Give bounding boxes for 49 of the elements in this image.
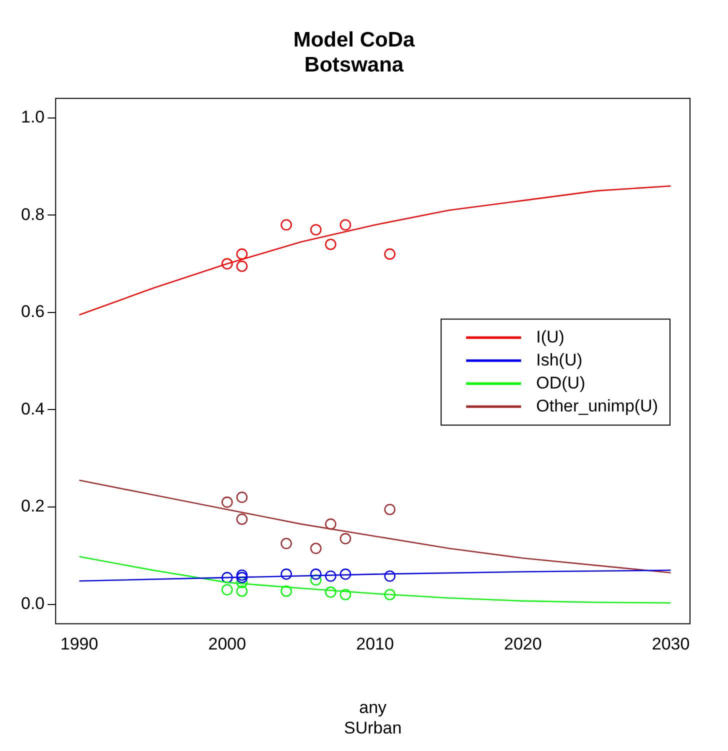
point <box>310 574 322 586</box>
point <box>280 586 292 597</box>
y-tick-label: 1.0 <box>20 108 45 127</box>
point <box>280 568 292 580</box>
point <box>340 568 352 580</box>
x-tick-label: 2020 <box>504 634 542 654</box>
chart-title: Model CoDa Botswana <box>293 28 415 77</box>
x-tick-label: 2030 <box>652 634 690 654</box>
point <box>325 586 336 598</box>
point <box>236 586 248 597</box>
point <box>310 568 322 580</box>
point <box>325 570 336 582</box>
point <box>280 219 292 231</box>
point <box>222 496 233 508</box>
x-axis-title: any SUrban <box>344 698 402 738</box>
point <box>222 572 233 584</box>
x-tick-label: 2000 <box>208 634 246 654</box>
point <box>236 248 248 260</box>
point <box>384 504 396 516</box>
point <box>236 572 248 584</box>
point <box>340 533 352 544</box>
point <box>310 542 322 554</box>
point <box>236 260 248 272</box>
legend-label: Ish(U) <box>536 350 582 370</box>
point <box>384 588 396 600</box>
legend-label: I(U) <box>536 327 564 346</box>
point <box>236 492 248 503</box>
x-tick-label: 2010 <box>356 634 394 654</box>
point <box>310 224 322 236</box>
y-tick-label: 0.6 <box>20 302 45 322</box>
legend-label: Other_unimp(U) <box>536 396 658 416</box>
x-tick-label: 1990 <box>60 634 98 654</box>
legend-label: OD(U) <box>536 373 586 392</box>
point <box>384 570 396 582</box>
point <box>236 576 248 588</box>
point <box>280 538 292 550</box>
point <box>236 570 248 581</box>
point <box>340 588 352 600</box>
point <box>325 238 336 250</box>
y-tick-label: 0.2 <box>20 496 45 516</box>
point <box>236 514 248 525</box>
point <box>222 584 233 596</box>
point <box>384 248 396 260</box>
y-tick-label: 0.8 <box>20 204 45 224</box>
point <box>222 258 233 270</box>
point <box>325 518 336 530</box>
point <box>340 219 352 231</box>
y-tick-label: 0.0 <box>20 594 45 614</box>
y-tick-label: 0.4 <box>20 399 45 418</box>
